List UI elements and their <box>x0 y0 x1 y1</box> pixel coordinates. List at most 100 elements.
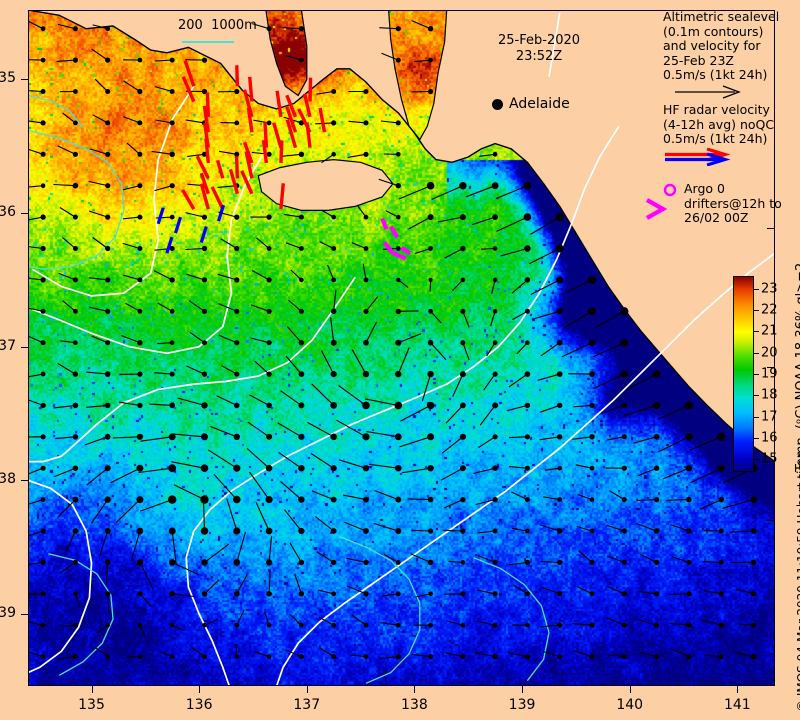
colorbar[interactable] <box>733 276 754 472</box>
hf-radar-velocity-arrow <box>215 159 225 179</box>
altimetry-velocity-arrow <box>118 401 143 409</box>
altimetry-velocity-arrow <box>606 585 627 597</box>
altimetry-velocity-arrow <box>431 182 467 200</box>
altimetry-velocity-arrow <box>573 650 595 660</box>
credit-text: © IMOS 04-Mar-2020 11:10:59 Hobart time <box>795 451 800 712</box>
altimetry-velocity-arrow <box>541 559 563 566</box>
altimetry-velocity-arrow <box>445 402 466 424</box>
altimetry-velocity-arrow <box>606 555 627 565</box>
altimetry-velocity-arrow <box>444 245 466 259</box>
adelaide-label: Adelaide <box>509 96 570 112</box>
hf-radar-velocity-arrow <box>285 106 298 133</box>
altimetry-velocity-arrow <box>28 591 46 597</box>
colorbar-tick-label-8: 15 <box>761 451 778 467</box>
legend-argo-line-0: Argo 0 <box>684 181 725 196</box>
altimetry-velocity-arrow <box>62 236 78 251</box>
altimetry-velocity-arrow <box>702 559 724 565</box>
sealevel-contour-0 <box>31 85 195 297</box>
altimetry-velocity-arrow <box>363 296 379 314</box>
altimetry-velocity-arrow <box>91 48 111 63</box>
altimetry-velocity-arrow <box>60 340 78 346</box>
altimetry-velocity-arrow <box>251 270 272 283</box>
altimetry-velocity-arrow <box>255 502 273 535</box>
colorbar-tick-mark-4 <box>754 374 759 375</box>
legend-hf-arrow-icon <box>665 147 731 166</box>
altimetry-velocity-arrow <box>396 277 409 288</box>
colorbar-tick-mark-1 <box>754 310 759 312</box>
altimetry-velocity-arrow <box>28 277 46 283</box>
hf-radar-velocity-arrow-blue <box>199 226 208 243</box>
altimetry-velocity-arrow <box>440 465 466 481</box>
altimetry-velocity-arrow <box>154 86 175 94</box>
legend-argo-line-1: drifters@12h to <box>684 195 782 211</box>
altimetry-velocity-arrow <box>356 204 369 220</box>
altimetry-velocity-arrow <box>185 57 208 63</box>
altimetry-velocity-arrow <box>562 307 596 330</box>
altimetry-velocity-arrow <box>282 26 304 32</box>
altimetry-velocity-arrow <box>512 584 530 597</box>
altimetry-velocity-arrow <box>383 554 401 565</box>
adelaide-marker-dot[interactable] <box>492 99 503 110</box>
map-panel[interactable] <box>28 10 775 686</box>
altimetry-velocity-arrow <box>138 464 177 474</box>
altimetry-velocity-arrow <box>289 613 304 628</box>
timestamp-block: 25-Feb-2020 23:52Z <box>498 33 580 65</box>
altimetry-velocity-arrow <box>511 527 530 534</box>
legend-argo-line-2: 26/02 00Z <box>684 210 749 226</box>
altimetry-velocity-arrow <box>92 237 111 252</box>
hf-radar-velocity-arrow <box>202 105 210 133</box>
drifter-track-segment-3 <box>400 246 412 255</box>
altimetry-velocity-arrow <box>321 350 337 378</box>
altimetry-velocity-arrow <box>153 270 175 283</box>
colorbar-tick-mark-8 <box>754 459 759 461</box>
legend-altimetry-line-2: and velocity for <box>663 38 761 54</box>
altimetry-velocity-arrow <box>575 464 595 471</box>
altimetry-velocity-arrow <box>28 57 46 63</box>
altimetry-velocity-arrow <box>287 299 304 314</box>
x-tick-label-2: 137 <box>293 697 321 713</box>
altimetry-velocity-arrow <box>315 120 337 126</box>
altimetry-velocity-arrow <box>319 241 337 251</box>
altimetry-velocity-arrow <box>28 434 46 440</box>
altimetry-velocity-arrow <box>542 587 563 597</box>
altimetry-velocity-arrow <box>154 246 175 251</box>
hf-radar-velocity-arrow-blue <box>156 207 165 225</box>
scalebar-label: 200 1000m <box>178 18 257 33</box>
altimetry-velocity-arrow <box>123 80 143 95</box>
x-tick-label-6: 141 <box>723 697 751 713</box>
altimetry-velocity-arrow <box>318 616 337 628</box>
hf-radar-velocity-arrow <box>204 138 210 164</box>
altimetry-velocity-arrow <box>218 334 240 346</box>
altimetry-velocity-arrow <box>736 588 756 597</box>
sealevel-contour-2 <box>28 276 356 463</box>
altimetry-velocity-arrow <box>399 433 435 448</box>
altimetry-velocity-arrow <box>490 309 498 326</box>
altimetry-velocity-arrow <box>121 334 143 346</box>
altimetry-velocity-arrow <box>185 212 208 220</box>
altimetry-velocity-arrow <box>53 182 79 189</box>
altimetry-velocity-arrow <box>512 308 530 321</box>
altimetry-velocity-arrow <box>112 433 143 440</box>
altimetry-velocity-arrow <box>606 524 627 534</box>
bathymetry-contour-3 <box>48 553 114 676</box>
altimetry-velocity-arrow <box>608 654 627 659</box>
hf-radar-velocity-arrow <box>272 122 283 149</box>
altimetry-velocity-arrow <box>670 524 692 534</box>
colorbar-tick-mark-3 <box>754 352 759 354</box>
altimetry-velocity-arrow <box>511 277 531 294</box>
altimetry-velocity-arrow <box>190 646 207 659</box>
hf-radar-velocity-arrow <box>285 94 298 118</box>
altimetry-velocity-arrow <box>327 264 337 283</box>
colorbar-tick-label-2: 21 <box>761 323 778 339</box>
altimetry-velocity-arrow <box>154 183 175 192</box>
altimetry-velocity-arrow <box>609 490 627 503</box>
altimetry-velocity-arrow <box>381 52 401 63</box>
altimetry-velocity-arrow <box>414 246 433 255</box>
altimetry-velocity-arrow <box>578 550 595 565</box>
altimetry-velocity-arrow <box>543 496 563 502</box>
altimetry-velocity-arrow <box>379 26 401 32</box>
altimetry-velocity-arrow <box>539 524 563 534</box>
altimetry-velocity-arrow <box>407 496 434 503</box>
altimetry-velocity-arrow <box>336 419 370 441</box>
altimetry-velocity-arrow <box>473 465 498 475</box>
